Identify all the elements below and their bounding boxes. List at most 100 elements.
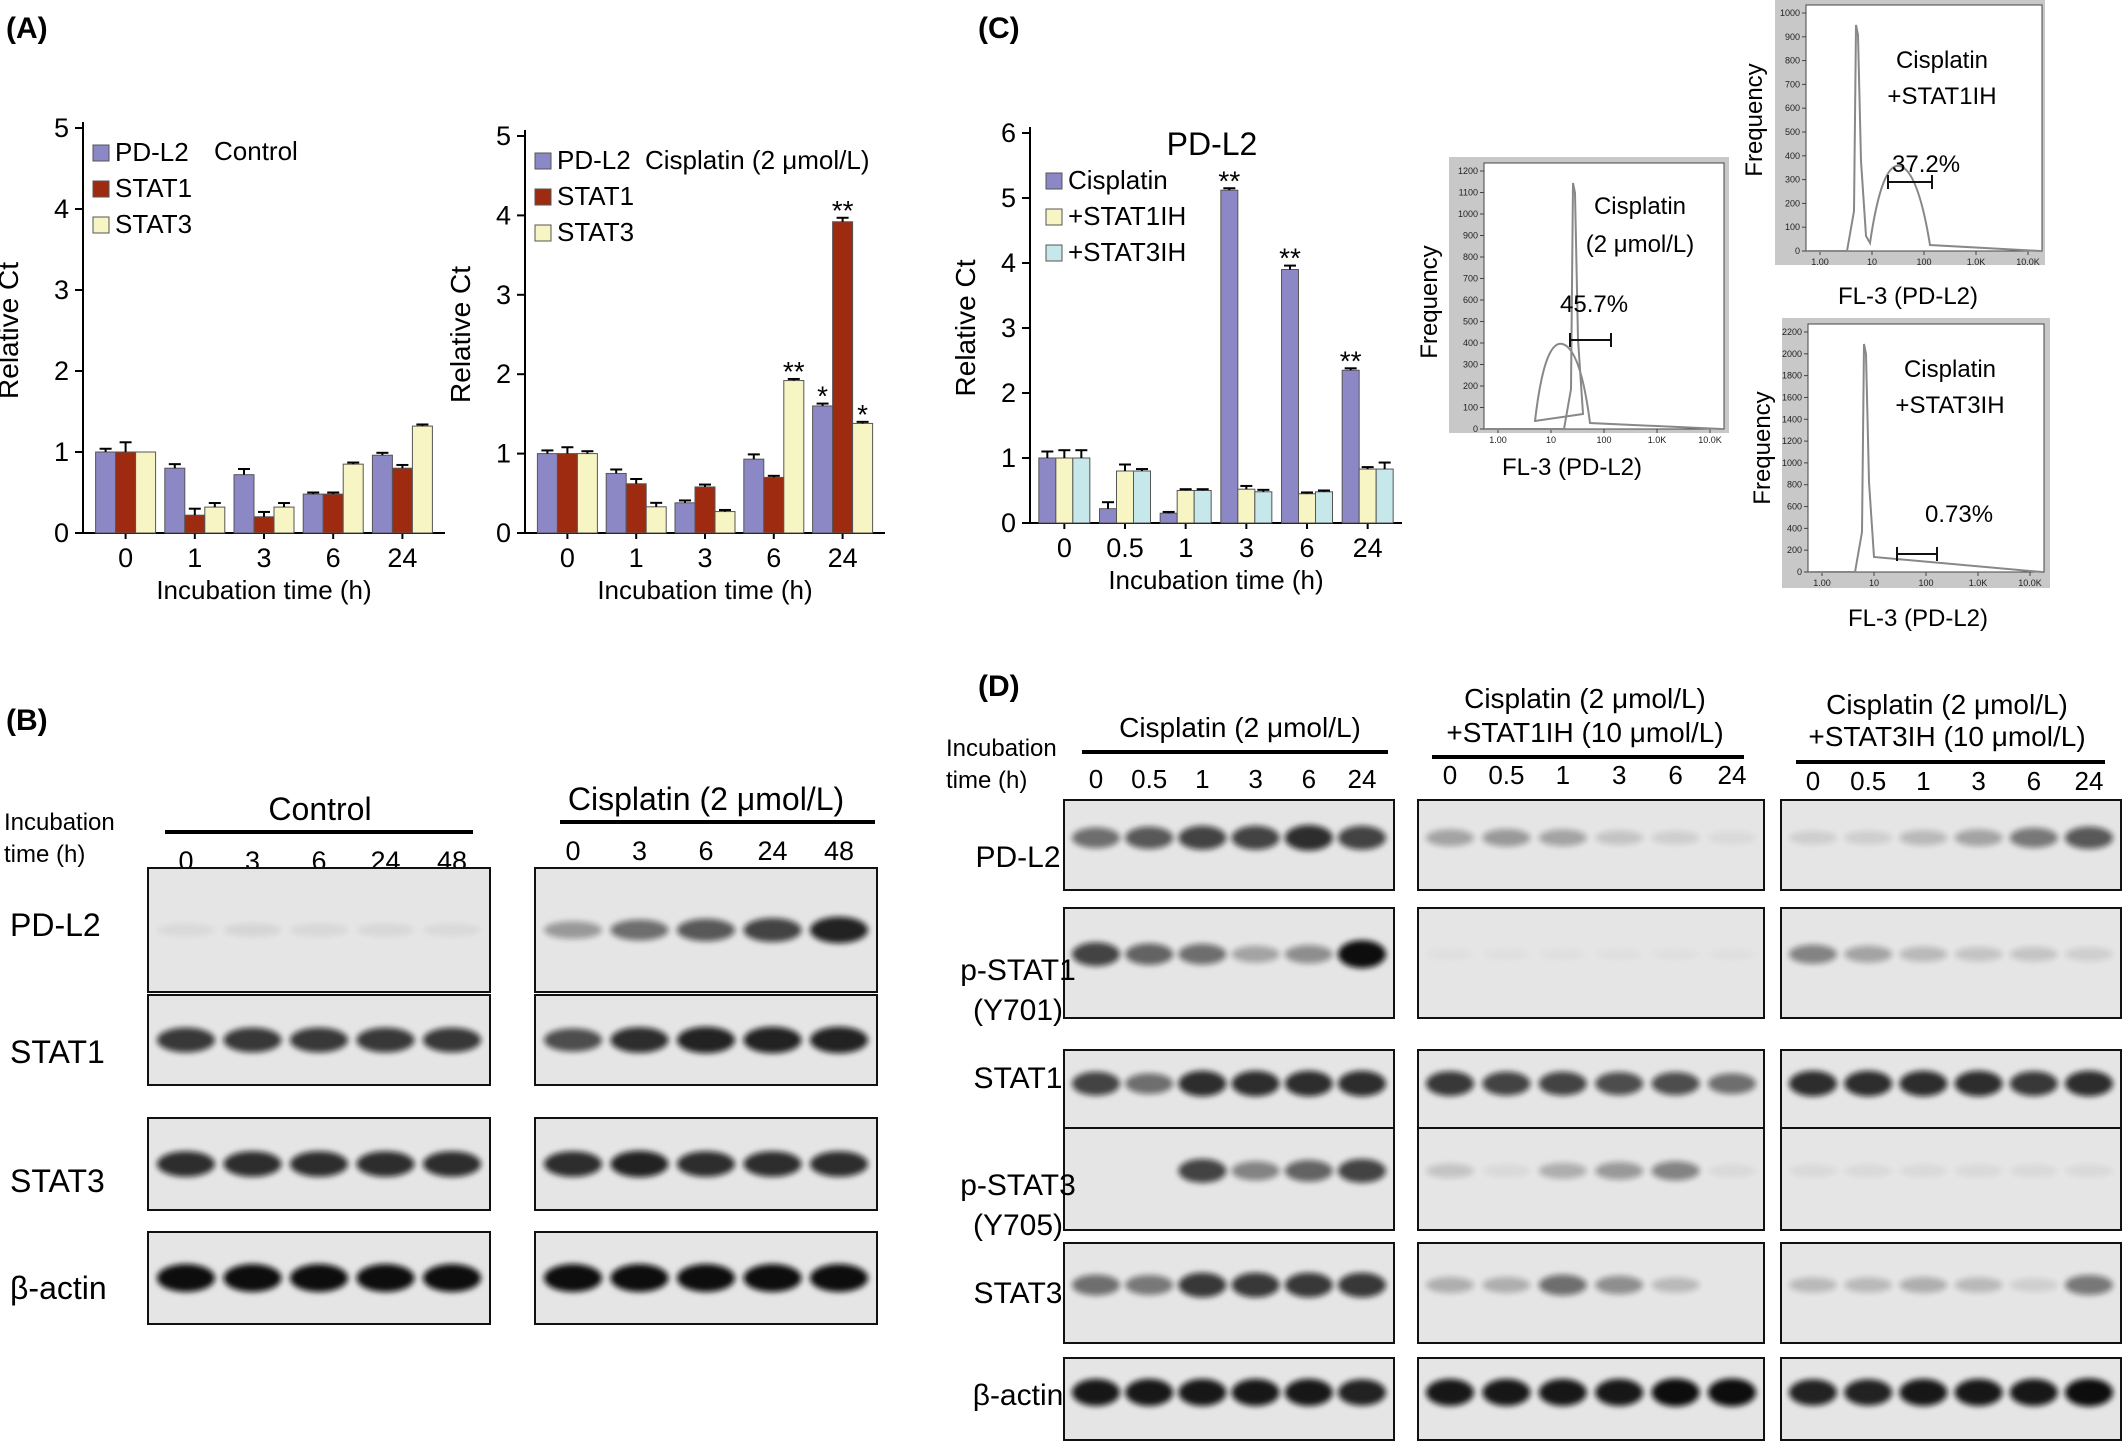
histogram-y-tick-label: 1200 [1458, 166, 1478, 176]
blot-lane-label: 0 [1806, 766, 1820, 796]
y-tick-label: 6 [1001, 118, 1016, 148]
blot-band [1595, 1162, 1644, 1180]
blot-band [1539, 948, 1587, 960]
blot-row-sublabel: (Y705) [973, 1209, 1063, 1242]
bar-pd-l2-24 [371, 454, 393, 534]
histogram-plot-area [1807, 323, 2045, 573]
y-tick-label: 0 [496, 518, 511, 548]
blot-group-title: Cisplatin (2 μmol/L) [1119, 712, 1361, 743]
y-tick-label: 0 [54, 518, 69, 548]
blot-band [2065, 1164, 2113, 1178]
blot-band [810, 916, 868, 944]
blot-band [1072, 942, 1120, 967]
blot-band [356, 1151, 415, 1177]
blot-band [1338, 1158, 1386, 1183]
blot-band [1284, 825, 1333, 851]
blot-band [810, 1264, 868, 1292]
bar-stat1-6 [322, 493, 344, 534]
blot-band [157, 1027, 215, 1053]
histogram-x-tick-label: 1.0K [1648, 435, 1667, 445]
histogram-y-tick-label: 500 [1463, 317, 1478, 327]
blot-strip [1063, 1127, 1395, 1231]
blot-band [1338, 1070, 1386, 1097]
blot-band [1284, 945, 1333, 964]
x-tick-label: 24 [387, 543, 417, 573]
blot-strip [1417, 1127, 1765, 1231]
blot-band [1651, 1378, 1700, 1407]
y-tick-label: 1 [54, 437, 69, 467]
blot-lane-label: 3 [632, 836, 647, 866]
significance-marker: ** [1279, 243, 1301, 274]
bar--stat3ih-0.5 [1133, 470, 1151, 524]
blot-band [610, 1264, 669, 1292]
histogram-y-tick-label: 700 [1463, 274, 1478, 284]
bar-stat3-3 [273, 506, 295, 534]
blot-band [290, 1264, 348, 1292]
bar-stat3-24 [411, 425, 433, 534]
blot-band [810, 1151, 868, 1177]
blot-band [1284, 1378, 1333, 1407]
legend-entry: +STAT1IH [1068, 201, 1186, 231]
blot-band [1426, 1163, 1474, 1179]
histogram-y-tick-label: 200 [1463, 381, 1478, 391]
gate-percentage: 37.2% [1892, 151, 1960, 178]
bar-stat3-1 [204, 506, 226, 534]
legend-swatch [534, 188, 552, 206]
histogram-curve [1810, 343, 2043, 573]
blot-strip [1780, 907, 2122, 1019]
blot-band [1125, 943, 1174, 965]
blot-band [544, 1028, 602, 1052]
y-tick-label: 2 [1001, 378, 1016, 408]
bar-chart-pdl2-inhibitors: 0 1 2 3 4 5 6 Relative Ct 0 0.5 1 3 ** 6 ** 24 ** Incubat… [950, 118, 1402, 595]
incubation-label: Incubation [4, 809, 115, 836]
blot-band [1651, 831, 1700, 845]
blot-row-label: STAT1 [974, 1062, 1063, 1095]
histogram-y-tick-label: 1400 [1782, 414, 1802, 424]
bar-pd-l2-0 [95, 451, 117, 534]
histogram-curve [1486, 182, 1723, 430]
histogram-label-line1: Cisplatin [1594, 193, 1686, 220]
blot-lane-label: 24 [1718, 760, 1747, 790]
blot-strip [1063, 907, 1395, 1019]
x-tick-label: 6 [326, 543, 341, 573]
histogram-y-tick-label: 900 [1785, 32, 1800, 42]
x-tick-label: 0 [118, 543, 133, 573]
blot-band [1844, 1379, 1893, 1406]
blot-band [677, 1026, 735, 1054]
blot-lane-label: 48 [824, 836, 854, 866]
chart-title: PD-L2 [1167, 126, 1258, 162]
incubation-time-label: time (h) [946, 767, 1027, 794]
x-tick-label: 6 [1299, 533, 1314, 563]
blot-band [1954, 1070, 2003, 1097]
histogram-x-tick-label: 100 [1596, 435, 1611, 445]
blot-band [157, 1151, 215, 1177]
blot-band [1844, 1277, 1893, 1293]
blot-band [1538, 1162, 1587, 1179]
bar-pd-l2-6 [302, 493, 324, 534]
blot-band [1072, 1378, 1120, 1407]
bar-cisplatin-3 [1220, 189, 1239, 524]
blot-lane-label: 0 [1089, 764, 1103, 794]
bar-stat3-3 [714, 511, 736, 534]
x-axis-label: Incubation time (h) [156, 575, 371, 605]
blot-band [1899, 1164, 1948, 1178]
blot-band [1899, 946, 1948, 962]
histogram-x-tick-label: 10 [1546, 435, 1556, 445]
blot-row-label: PD-L2 [975, 841, 1060, 874]
blot-band [2009, 947, 2058, 962]
blot-band [1789, 944, 1837, 964]
blot-band [1178, 1070, 1227, 1097]
x-axis-label: Incubation time (h) [1108, 565, 1323, 595]
blot-band [2065, 826, 2113, 849]
blot-band [1708, 1073, 1756, 1094]
histogram-label-line2: +STAT1IH [1887, 83, 1996, 110]
bar-cisplatin-0 [1038, 457, 1057, 524]
blot-band [2009, 1278, 2058, 1292]
blot-band [1482, 1071, 1531, 1096]
blot-lane-label: 3 [1612, 760, 1626, 790]
histogram-y-tick-label: 200 [1785, 198, 1800, 208]
blot-band [1595, 948, 1643, 960]
x-tick-label: 24 [1353, 533, 1383, 563]
blot-band [1338, 940, 1386, 969]
significance-marker: * [857, 399, 868, 430]
